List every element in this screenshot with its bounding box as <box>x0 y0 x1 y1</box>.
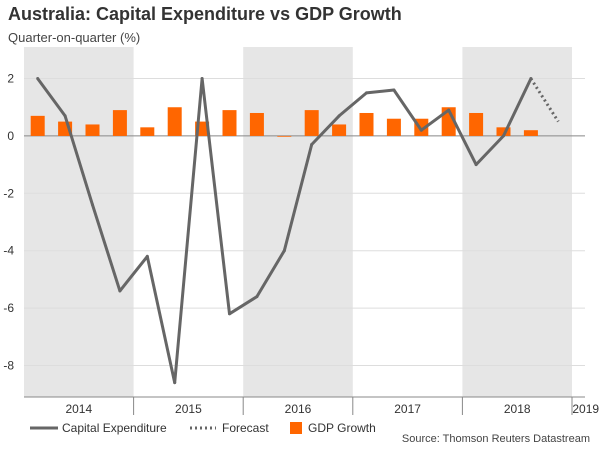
capex-point-2017-Q1 <box>365 91 368 95</box>
shade-band-2018 <box>462 47 572 397</box>
capex-point-2016-Q4 <box>337 114 341 118</box>
y-tick-label--4: -4 <box>3 244 14 258</box>
x-tick-label-2014: 2014 <box>65 402 92 416</box>
gdp-bar-2016-Q1 <box>249 112 264 136</box>
gdp-bar-2015-Q4 <box>222 110 237 136</box>
x-tick-label-2016: 2016 <box>285 402 312 416</box>
gdp-bar-2018-Q3 <box>523 130 538 136</box>
gdp-bar-2018-Q1 <box>469 112 484 136</box>
gdp-bar-2016-Q4 <box>332 124 347 136</box>
legend-gdp-label: GDP Growth <box>308 421 376 435</box>
gdp-bar-2016-Q3 <box>304 110 319 136</box>
x-tick-label-2019: 2019 <box>572 402 599 416</box>
shade-band-2016 <box>243 47 353 397</box>
capex-point-2014-Q1 <box>36 77 40 81</box>
legend-forecast-label: Forecast <box>222 421 269 435</box>
gdp-bar-2014-Q1 <box>30 115 45 136</box>
chart-title: Australia: Capital Expenditure vs GDP Gr… <box>8 4 402 24</box>
chart-subtitle: Quarter-on-quarter (%) <box>8 30 141 45</box>
y-tick-label--2: -2 <box>3 186 14 200</box>
x-tick-label-2018: 2018 <box>504 402 531 416</box>
gdp-bar-2015-Q1 <box>140 127 155 136</box>
gdp-bar-2015-Q2 <box>167 107 182 136</box>
capex-point-2015-Q1 <box>145 254 149 258</box>
shade-band-2014 <box>24 47 134 397</box>
legend: Capital Expenditure Forecast GDP Growth <box>30 421 376 435</box>
capex-point-2015-Q2 <box>173 381 177 385</box>
gridlines <box>24 78 585 366</box>
gdp-bar-2016-Q2 <box>277 135 292 137</box>
capex-point-2014-Q3 <box>91 203 94 207</box>
y-tick-label-0: 0 <box>7 129 14 143</box>
capex-point-2018-Q1 <box>474 163 478 167</box>
capex-line-group <box>36 77 560 385</box>
legend-gdp-swatch <box>290 422 302 434</box>
gdp-bar-2017-Q1 <box>359 112 374 136</box>
gdp-bar-2014-Q3 <box>85 124 100 136</box>
capex-point-2014-Q2 <box>63 114 67 118</box>
y-tick-label--8: -8 <box>3 358 14 372</box>
forecast-line <box>529 77 560 123</box>
capex-point-2018-Q2 <box>502 134 505 138</box>
capex-point-2017-Q4 <box>447 108 451 112</box>
y-axis: 2 0 -2 -4 -6 -8 <box>3 72 14 373</box>
capex-point-2017-Q2 <box>392 88 396 92</box>
capex-point-2016-Q1 <box>255 295 259 299</box>
x-axis: 2014 2015 2016 2017 2018 2019 <box>24 396 599 416</box>
capex-point-2016-Q3 <box>310 143 314 147</box>
gdp-bar-2017-Q2 <box>386 118 401 136</box>
year-shading <box>24 47 572 397</box>
y-tick-label--6: -6 <box>3 301 14 315</box>
x-tick-label-2015: 2015 <box>175 402 202 416</box>
capex-point-2014-Q4 <box>118 289 122 293</box>
capex-point-2016-Q2 <box>282 249 286 253</box>
legend-capex-label: Capital Expenditure <box>62 421 167 435</box>
x-tick-label-2017: 2017 <box>394 402 421 416</box>
y-tick-label-2: 2 <box>7 72 14 86</box>
capex-point-2015-Q3 <box>200 77 204 81</box>
gdp-bar-2018-Q2 <box>496 127 511 136</box>
source-note: Source: Thomson Reuters Datastream <box>401 433 590 445</box>
capex-point-2015-Q4 <box>228 312 231 316</box>
capex-point-2017-Q3 <box>419 128 423 132</box>
gdp-bar-2014-Q4 <box>112 110 127 136</box>
